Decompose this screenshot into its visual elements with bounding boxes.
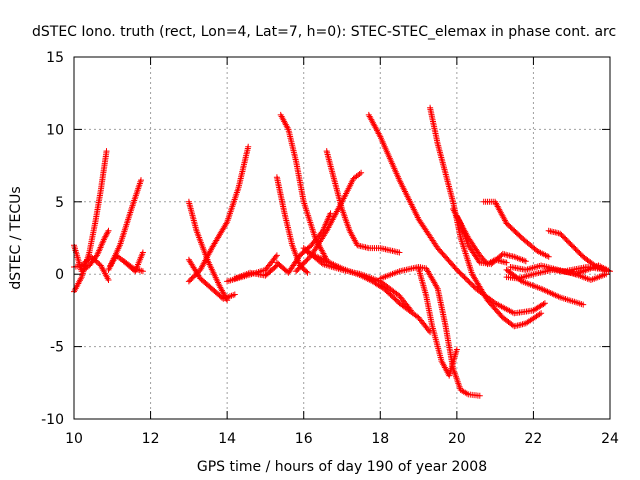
data-point bbox=[568, 242, 575, 249]
data-point bbox=[573, 247, 580, 254]
data-point bbox=[304, 269, 311, 276]
data-point bbox=[305, 255, 312, 261]
y-tick-label: 10 bbox=[46, 122, 64, 138]
data-point bbox=[139, 249, 146, 256]
data-point bbox=[327, 210, 334, 217]
x-tick-label: 24 bbox=[601, 431, 619, 447]
data-point bbox=[541, 300, 548, 307]
data-point bbox=[231, 291, 238, 298]
arc-series bbox=[323, 148, 403, 256]
y-tick-label: 0 bbox=[55, 267, 64, 283]
data-point bbox=[453, 346, 460, 353]
data-point bbox=[272, 253, 279, 260]
data-point bbox=[273, 252, 280, 259]
x-tick-labels: 10 12 14 16 18 20 22 24 bbox=[65, 431, 619, 447]
arc-series bbox=[415, 265, 460, 379]
arc-series bbox=[185, 256, 238, 302]
x-tick-label: 20 bbox=[448, 431, 466, 447]
data-point bbox=[481, 258, 488, 265]
data-point bbox=[295, 265, 302, 272]
data-point bbox=[193, 270, 200, 277]
data-point bbox=[572, 246, 579, 253]
y-tick-label: -10 bbox=[41, 412, 64, 428]
data-point bbox=[304, 256, 311, 263]
x-tick-label: 12 bbox=[142, 431, 160, 447]
data-point bbox=[105, 227, 112, 234]
data-point bbox=[299, 261, 306, 268]
data-point bbox=[138, 177, 144, 184]
arc-series bbox=[377, 264, 483, 399]
y-tick-label: 15 bbox=[46, 50, 64, 66]
data-points bbox=[71, 104, 613, 399]
data-point bbox=[272, 263, 279, 270]
data-point bbox=[395, 291, 401, 298]
data-point bbox=[503, 259, 510, 266]
grid bbox=[74, 57, 610, 419]
arc-series bbox=[185, 143, 252, 285]
data-point bbox=[187, 277, 194, 284]
y-tick-labels: -10 -5 0 5 10 15 bbox=[41, 50, 64, 428]
y-tick-label: 5 bbox=[55, 195, 64, 211]
y-axis-label: dSTEC / TECUs bbox=[8, 186, 24, 289]
data-point bbox=[476, 252, 483, 259]
x-tick-label: 22 bbox=[525, 431, 543, 447]
arc-series bbox=[453, 213, 510, 268]
arc-series bbox=[561, 262, 613, 278]
data-point bbox=[188, 275, 195, 282]
chart-title: dSTEC Iono. truth (rect, Lon=4, Lat=7, h… bbox=[32, 24, 616, 40]
data-point bbox=[294, 267, 301, 273]
data-point bbox=[577, 251, 584, 258]
data-point bbox=[300, 260, 307, 267]
data-point bbox=[558, 231, 565, 238]
data-point bbox=[563, 237, 570, 244]
data-point bbox=[540, 301, 547, 308]
data-point bbox=[245, 143, 252, 150]
data-point bbox=[105, 277, 112, 283]
data-point bbox=[139, 268, 146, 275]
data-point bbox=[303, 268, 310, 275]
data-point bbox=[192, 272, 199, 278]
arc-series bbox=[71, 253, 112, 283]
arc-series bbox=[480, 198, 552, 260]
data-point bbox=[396, 249, 403, 256]
data-point bbox=[104, 229, 111, 236]
data-point bbox=[562, 235, 569, 242]
arc-series bbox=[277, 111, 330, 263]
axis-ticks bbox=[73, 56, 611, 420]
arc-series bbox=[107, 177, 144, 269]
data-point bbox=[358, 169, 365, 176]
plot-frame bbox=[73, 56, 611, 420]
arc-series bbox=[120, 258, 146, 275]
data-point bbox=[103, 148, 110, 155]
x-tick-label: 18 bbox=[371, 431, 389, 447]
x-tick-label: 16 bbox=[295, 431, 313, 447]
x-tick-label: 10 bbox=[65, 431, 83, 447]
data-point bbox=[538, 310, 545, 317]
arc-series bbox=[304, 249, 434, 336]
x-tick-label: 14 bbox=[218, 431, 236, 447]
arc-series bbox=[427, 104, 545, 330]
arc-series bbox=[273, 210, 334, 276]
y-tick-label: -5 bbox=[50, 340, 64, 356]
data-point bbox=[545, 253, 552, 260]
data-point bbox=[476, 392, 483, 399]
data-point bbox=[580, 301, 587, 308]
arc-series bbox=[231, 262, 280, 282]
x-axis-label: GPS time / hours of day 190 of year 2008 bbox=[197, 459, 487, 475]
data-point bbox=[522, 258, 529, 265]
